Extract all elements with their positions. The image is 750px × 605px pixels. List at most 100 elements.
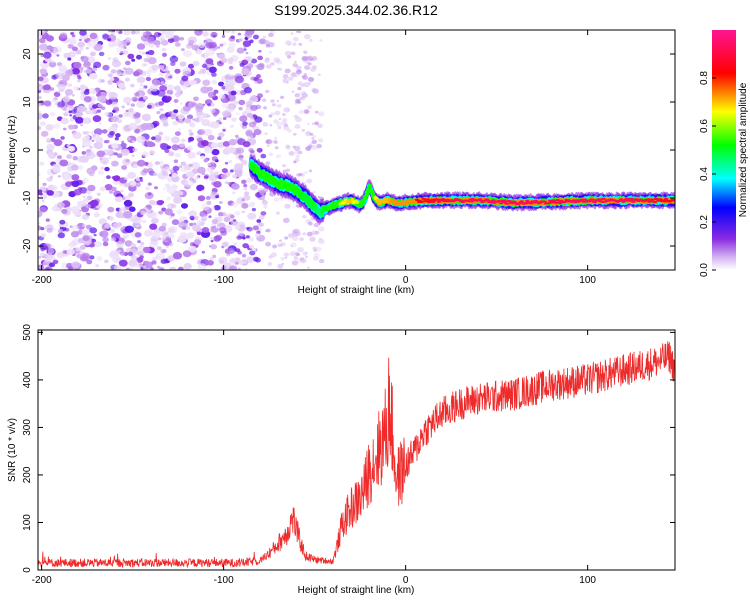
noise-speckle bbox=[187, 100, 198, 109]
noise-speckle-sparse bbox=[272, 139, 278, 144]
noise-speckle bbox=[79, 66, 84, 70]
noise-speckle bbox=[77, 41, 85, 48]
noise-speckle-sparse bbox=[298, 150, 303, 155]
noise-speckle bbox=[111, 143, 119, 149]
noise-speckle-sparse bbox=[312, 88, 319, 94]
noise-speckle bbox=[249, 149, 255, 154]
noise-speckle-sparse bbox=[288, 233, 294, 238]
snr-y-ticks: 0 100 200 300 400 500 bbox=[22, 324, 675, 573]
noise-speckle bbox=[160, 165, 165, 169]
noise-speckle-sparse bbox=[278, 239, 282, 242]
noise-speckle bbox=[221, 98, 227, 103]
noise-speckle bbox=[136, 159, 146, 167]
noise-speckle bbox=[205, 195, 211, 200]
noise-speckle bbox=[200, 86, 210, 94]
noise-speckle bbox=[85, 190, 92, 195]
noise-speckle bbox=[182, 70, 192, 78]
noise-speckle bbox=[86, 148, 92, 153]
noise-speckle bbox=[118, 207, 127, 214]
noise-speckle bbox=[229, 265, 238, 270]
noise-speckle bbox=[166, 73, 171, 77]
noise-speckle-sparse bbox=[264, 189, 269, 193]
noise-speckle-sparse bbox=[277, 67, 280, 70]
spectrogram-y-label: Frequency (Hz) bbox=[7, 116, 18, 185]
noise-speckle bbox=[248, 117, 255, 122]
noise-speckle bbox=[136, 43, 146, 50]
noise-speckle bbox=[141, 31, 146, 36]
snr-x-tick-label: 0 bbox=[403, 575, 409, 586]
noise-speckle-sparse bbox=[293, 114, 299, 119]
noise-speckle bbox=[118, 259, 128, 267]
noise-speckle-sparse bbox=[319, 39, 323, 42]
noise-speckle bbox=[251, 207, 256, 212]
noise-speckle-sparse bbox=[295, 69, 302, 75]
colorbar-label: Normalized spectral amplitude bbox=[738, 82, 749, 217]
noise-speckle bbox=[93, 233, 97, 237]
noise-speckle bbox=[38, 34, 43, 39]
noise-speckle bbox=[218, 212, 224, 217]
noise-speckle bbox=[146, 54, 151, 58]
noise-speckle-sparse bbox=[311, 139, 317, 144]
noise-speckle bbox=[176, 209, 183, 215]
noise-speckle bbox=[104, 148, 114, 156]
noise-speckle bbox=[168, 216, 173, 220]
noise-speckle bbox=[211, 166, 216, 170]
noise-speckle bbox=[118, 114, 123, 118]
noise-speckle bbox=[38, 96, 42, 99]
noise-speckle-sparse bbox=[274, 136, 278, 140]
noise-speckle bbox=[81, 214, 90, 220]
noise-speckle bbox=[193, 96, 199, 102]
noise-speckle bbox=[227, 146, 236, 154]
noise-speckle bbox=[113, 106, 120, 112]
noise-speckle bbox=[141, 151, 149, 158]
noise-speckle bbox=[82, 195, 86, 199]
noise-speckle bbox=[136, 135, 146, 143]
noise-speckle bbox=[218, 53, 226, 60]
noise-speckle bbox=[153, 134, 162, 142]
noise-speckle bbox=[126, 102, 130, 106]
noise-speckle bbox=[161, 249, 167, 253]
noise-speckle bbox=[248, 121, 257, 128]
noise-speckle bbox=[218, 94, 226, 100]
noise-speckle bbox=[87, 184, 96, 192]
noise-speckle bbox=[210, 31, 218, 38]
snr-x-ticks: -200 -100 0 100 bbox=[32, 330, 596, 586]
noise-speckle-sparse bbox=[294, 102, 298, 105]
noise-speckle bbox=[244, 191, 250, 196]
noise-speckle bbox=[49, 262, 56, 268]
noise-speckle-sparse bbox=[316, 143, 322, 149]
noise-speckle bbox=[161, 47, 167, 52]
noise-speckle bbox=[107, 73, 113, 78]
noise-speckle bbox=[228, 258, 237, 265]
noise-speckle-sparse bbox=[319, 237, 322, 240]
noise-speckle bbox=[198, 71, 203, 75]
noise-speckle bbox=[53, 46, 62, 54]
noise-speckle bbox=[102, 64, 110, 71]
noise-speckle bbox=[179, 231, 187, 238]
noise-speckle bbox=[179, 61, 186, 67]
noise-speckle-sparse bbox=[302, 232, 307, 236]
noise-speckle-sparse bbox=[293, 37, 299, 42]
noise-speckle-sparse bbox=[292, 63, 298, 68]
noise-speckle bbox=[124, 67, 134, 75]
noise-speckle bbox=[241, 68, 250, 76]
noise-speckle-sparse bbox=[297, 86, 302, 91]
noise-speckle-sparse bbox=[270, 99, 275, 103]
noise-speckle bbox=[200, 140, 209, 147]
noise-speckle bbox=[195, 103, 204, 110]
noise-speckle bbox=[236, 47, 245, 54]
noise-speckle-sparse bbox=[280, 257, 285, 261]
noise-speckle bbox=[105, 99, 113, 105]
noise-speckle-sparse bbox=[273, 197, 279, 202]
ridge-cell bbox=[548, 199, 553, 202]
noise-speckle bbox=[223, 30, 232, 33]
noise-speckle bbox=[136, 100, 146, 109]
noise-speckle bbox=[124, 240, 133, 247]
noise-speckle bbox=[85, 68, 92, 74]
noise-speckle bbox=[172, 252, 183, 260]
noise-speckle-sparse bbox=[307, 62, 312, 66]
noise-speckle bbox=[120, 148, 130, 156]
noise-speckle bbox=[124, 225, 134, 233]
noise-speckle bbox=[72, 208, 81, 216]
